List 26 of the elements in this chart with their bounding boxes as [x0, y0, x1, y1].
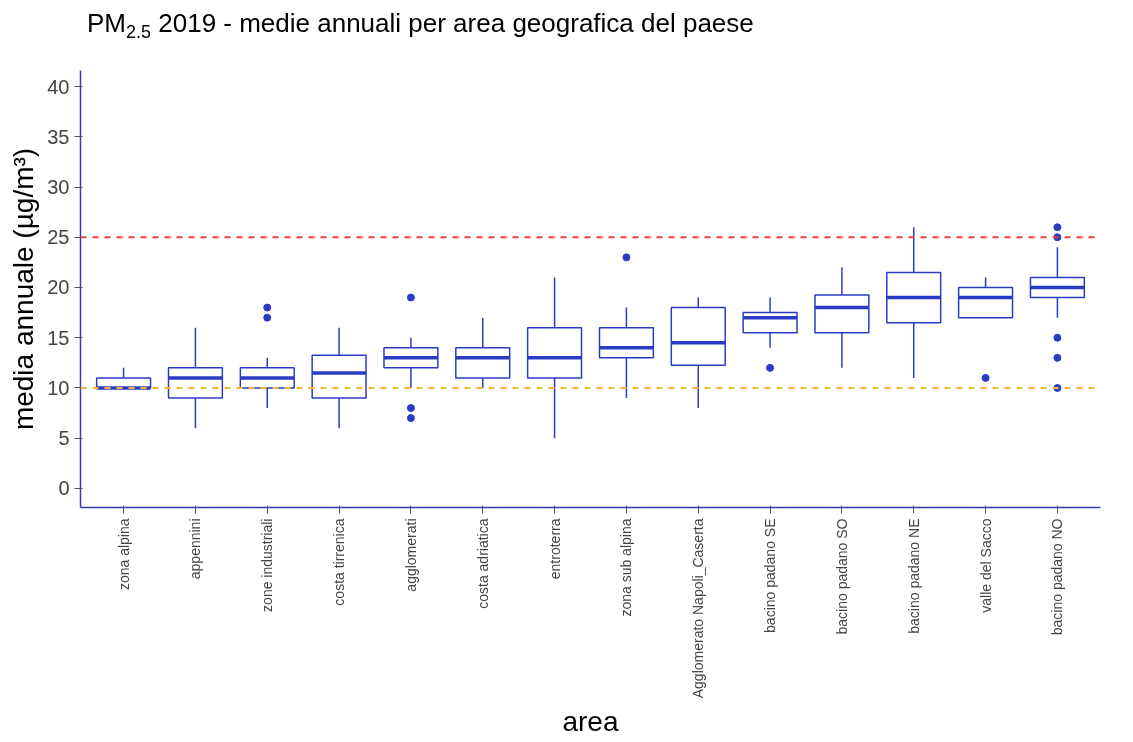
x-tick-label: appennini — [187, 518, 204, 580]
x-tick-label: costa adriatica — [474, 518, 491, 609]
x-tick-label: valle del Sacco — [977, 518, 994, 613]
y-tick-label: 5 — [58, 427, 70, 450]
chart-title: PM$_{2.5}$ 2019 - medie annuali per area geografica del paese — [87, 7, 754, 45]
x-axis-title: area — [562, 706, 619, 738]
y-tick-label: 0 — [58, 477, 70, 500]
x-tick-label: zona sub alpina — [618, 518, 635, 617]
y-tick-label: 40 — [47, 75, 70, 98]
y-tick-label: 25 — [47, 226, 70, 249]
y-tick-label: 30 — [47, 176, 70, 199]
y-tick-label: 10 — [47, 376, 70, 399]
x-tick-label: agglomerati — [402, 518, 419, 592]
x-tick-label: bacino padano NO — [1049, 518, 1066, 636]
x-tick-label: bacino padano NE — [905, 518, 922, 634]
x-tick-label: costa tirrenica — [331, 518, 348, 606]
x-tick-label: zona alpina — [115, 518, 132, 591]
y-tick-label: 35 — [47, 125, 70, 148]
x-tick-label: Agglomerato Napoli_Caserta — [690, 518, 707, 699]
y-axis-title: media annuale (µg/m³) — [8, 147, 40, 431]
x-tick-label: bacino padano SE — [762, 518, 779, 633]
y-tick-label: 15 — [47, 326, 70, 349]
x-tick-label: entroterra — [546, 518, 563, 580]
x-tick-label: bacino padano SO — [833, 518, 850, 635]
y-tick-label: 20 — [47, 276, 70, 299]
x-tick-label: zone industriali — [259, 518, 276, 612]
